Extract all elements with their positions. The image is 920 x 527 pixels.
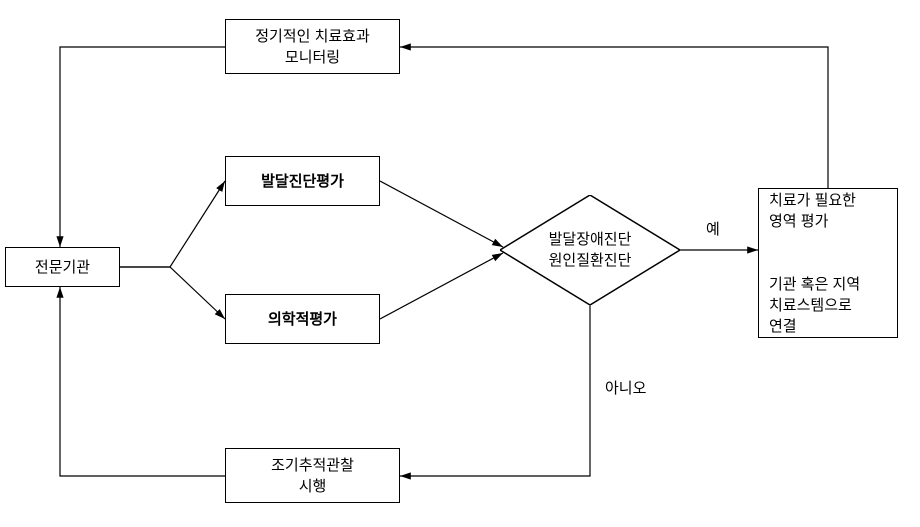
node-treatment: 치료가 필요한영역 평가기관 혹은 지역치료스템으로연결 [758,188,898,338]
node-specialist: 전문기관 [5,247,120,287]
label-no: 아니오 [605,377,646,398]
node-diagnosis: 발달장애진단원인질환진단 [500,195,680,305]
node-specialist-label: 전문기관 [35,257,90,278]
edge-med-to-diag [380,253,503,319]
node-dev-eval-label: 발달진단평가 [261,171,344,192]
edge-spec-to-dev [120,181,225,267]
edge-diag-to-follow [400,305,590,476]
edge-mon-to-spec [60,47,225,247]
label-yes-text: 예 [706,221,720,238]
node-med-eval-label: 의학적평가 [268,309,337,330]
node-treatment-label: 치료가 필요한영역 평가기관 혹은 지역치료스템으로연결 [769,190,887,337]
node-followup-label: 조기추적관찰시행 [271,455,354,497]
edge-spec-to-med [120,267,225,319]
edge-treat-to-mon [400,47,828,188]
node-med-eval: 의학적평가 [225,294,380,344]
node-monitoring-label: 정기적인 치료효과모니터링 [255,26,370,68]
edge-dev-to-diag [380,181,503,247]
node-dev-eval: 발달진단평가 [225,156,380,206]
label-no-text: 아니오 [605,380,646,397]
node-monitoring: 정기적인 치료효과모니터링 [225,19,400,74]
node-diagnosis-label: 발달장애진단원인질환진단 [549,229,632,271]
edge-follow-to-spec [60,287,225,476]
node-followup: 조기추적관찰시행 [225,448,400,503]
label-yes: 예 [706,218,720,239]
